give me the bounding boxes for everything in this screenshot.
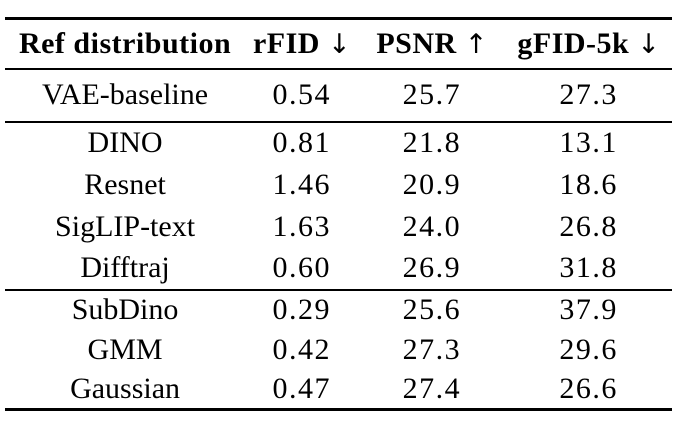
ref-distribution-cell: GMM: [87, 332, 163, 366]
table-row-difftraj: Difftraj 0.60 26.9 31.8: [5, 248, 672, 290]
rfid-cell: 0.47: [272, 371, 332, 405]
rfid-cell: 0.54: [272, 78, 332, 111]
rfid-cell: 1.63: [272, 209, 332, 243]
column-header-label: rFID: [252, 26, 320, 60]
column-header-label: PSNR: [376, 26, 457, 60]
gfid-5k-cell: 37.9: [559, 293, 618, 326]
psnr-cell: 25.6: [402, 293, 462, 326]
table-row-dino: DINO 0.81 21.8 13.1: [5, 122, 672, 164]
ref-distribution-cell: SubDino: [71, 293, 179, 326]
ref-distribution-cell: VAE-baseline: [42, 78, 209, 111]
rfid-cell: 1.46: [272, 167, 332, 201]
ref-distribution-cell: SigLIP-text: [55, 209, 196, 243]
column-header-gfid-5k: gFID-5k ↓: [505, 19, 672, 69]
gfid-5k-cell: 26.8: [559, 209, 618, 243]
gfid-5k-cell: 27.3: [559, 78, 618, 111]
psnr-cell: 20.9: [402, 167, 462, 201]
table-row-siglip-text: SigLIP-text 1.63 24.0 26.8: [5, 206, 672, 248]
results-table: Ref distribution rFID ↓ PSNR ↑ gFID-5k ↓ VA…: [5, 17, 672, 411]
up-arrow-icon: ↑: [464, 28, 488, 60]
down-arrow-icon: ↓: [327, 28, 351, 60]
column-header-label: gFID-5k: [517, 26, 630, 60]
psnr-cell: 26.9: [402, 251, 462, 284]
down-arrow-icon: ↓: [637, 28, 660, 60]
table-row-subdino: SubDino 0.29 25.6 37.9: [5, 290, 672, 330]
psnr-cell: 21.8: [402, 126, 462, 159]
column-header-ref-distribution: Ref distribution: [5, 19, 245, 69]
column-header-psnr: PSNR ↑: [358, 19, 505, 69]
ref-distribution-cell: Difftraj: [80, 251, 170, 284]
table-row-gmm: GMM 0.42 27.3 29.6: [5, 330, 672, 370]
ref-distribution-cell: DINO: [87, 126, 163, 159]
column-header-label: Ref distribution: [18, 26, 232, 60]
psnr-cell: 25.7: [402, 78, 462, 111]
rfid-cell: 0.29: [272, 293, 332, 326]
table-row-gaussian: Gaussian 0.47 27.4 26.6: [5, 370, 672, 410]
gfid-5k-cell: 18.6: [559, 167, 618, 201]
rfid-cell: 0.60: [272, 251, 332, 284]
table-header: Ref distribution rFID ↓ PSNR ↑ gFID-5k ↓: [5, 18, 672, 69]
ref-distribution-cell: Resnet: [84, 167, 166, 201]
gfid-5k-cell: 13.1: [559, 126, 618, 159]
psnr-cell: 27.3: [402, 332, 462, 366]
column-header-rfid: rFID ↓: [245, 19, 358, 69]
table-body: VAE-baseline 0.54 25.7 27.3 DINO 0.81 21…: [5, 69, 672, 410]
rfid-cell: 0.42: [272, 332, 332, 366]
table-header-row: Ref distribution rFID ↓ PSNR ↑ gFID-5k ↓: [5, 18, 672, 69]
table-row-resnet: Resnet 1.46 20.9 18.6: [5, 164, 672, 206]
ref-distribution-cell: Gaussian: [70, 371, 181, 405]
gfid-5k-cell: 29.6: [559, 332, 618, 366]
psnr-cell: 27.4: [402, 371, 462, 405]
gfid-5k-cell: 31.8: [559, 251, 618, 284]
gfid-5k-cell: 26.6: [559, 371, 618, 405]
table-row-vae-baseline: VAE-baseline 0.54 25.7 27.3: [5, 69, 672, 122]
psnr-cell: 24.0: [402, 209, 462, 243]
rfid-cell: 0.81: [272, 126, 332, 159]
